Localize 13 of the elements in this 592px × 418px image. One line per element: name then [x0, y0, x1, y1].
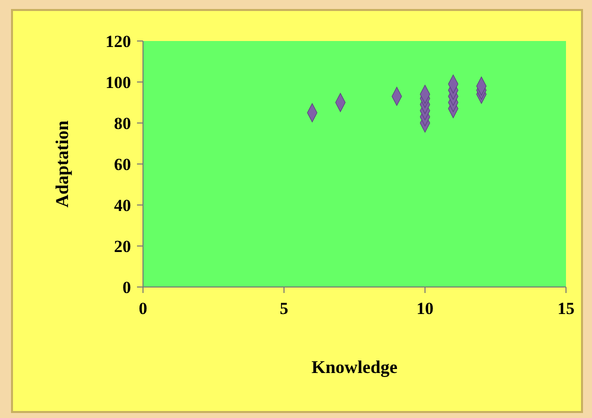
x-tick-label: 0: [138, 299, 148, 318]
y-tick-label: 80: [114, 114, 131, 133]
y-tick-label: 60: [114, 154, 131, 174]
x-tick-label: 15: [558, 299, 574, 318]
y-axis-title: Adaptation: [52, 120, 72, 208]
y-tick-label: 0: [122, 278, 131, 297]
y-tick-label: 40: [114, 196, 131, 215]
y-tick-label: 20: [114, 236, 131, 256]
x-axis-title: Knowledge: [311, 357, 398, 377]
x-tick-label: 10: [416, 299, 434, 318]
y-tick-label: 120: [106, 32, 131, 51]
x-tick-label: 5: [280, 299, 288, 318]
y-tick-label: 100: [106, 72, 131, 92]
